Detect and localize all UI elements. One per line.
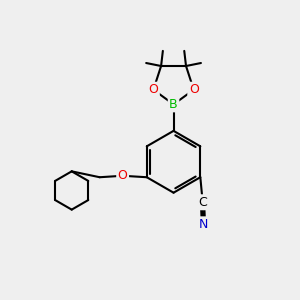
- Text: O: O: [189, 83, 199, 96]
- Text: O: O: [118, 169, 128, 182]
- Text: B: B: [169, 98, 178, 111]
- Text: O: O: [148, 83, 158, 96]
- Text: N: N: [199, 218, 208, 231]
- Text: C: C: [198, 196, 207, 209]
